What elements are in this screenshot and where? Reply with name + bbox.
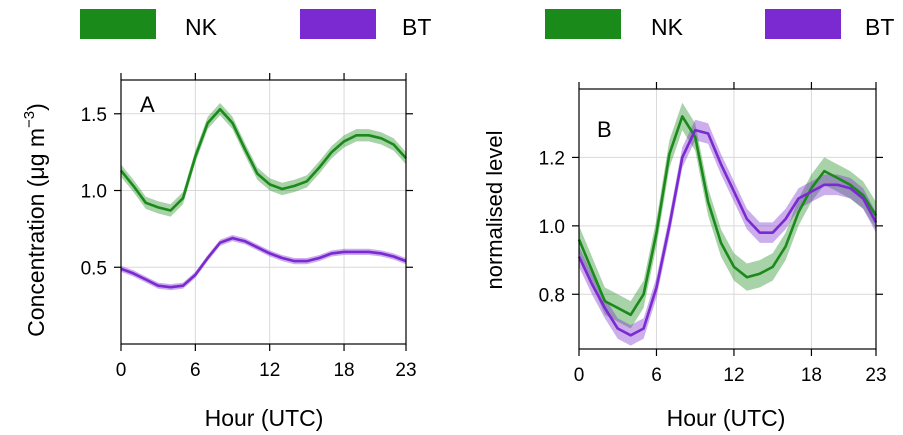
x-tick-label: 6	[651, 365, 662, 386]
ylabel-a-end: )	[23, 103, 49, 111]
plot-frame	[578, 88, 877, 350]
line-bt	[577, 128, 878, 337]
legend-b-bt-swatch	[765, 9, 841, 39]
band-bt	[121, 235, 406, 291]
band-nk	[579, 102, 876, 329]
legend-b-bt-label: BT	[865, 14, 894, 40]
axes-b: 0 6 12 18 23 0.8 1.0 1.2	[539, 82, 887, 386]
panel-b: NK BT 0 6 12 18 23 0.8 1.0 1.2 B Hour (UTC) nor…	[482, 9, 894, 431]
plot-frame	[120, 79, 407, 345]
band-nk	[121, 103, 406, 217]
y-tick-label: 1.0	[81, 182, 107, 203]
bands-a	[121, 103, 406, 291]
y-tick-label: 1.0	[539, 217, 565, 238]
line-bt	[120, 236, 407, 289]
line-nk	[119, 107, 407, 212]
x-tick-label: 23	[865, 365, 886, 386]
panel-label-b: B	[597, 117, 612, 142]
panel-a: NK BT 0 6 12 18 23 0.5 1.0 1.5 A Hour (UTC) Con…	[21, 9, 431, 431]
legend-a-nk-label: NK	[185, 14, 218, 40]
ylabel-b: normalised level	[482, 131, 507, 290]
xlabel-b: Hour (UTC)	[667, 405, 786, 431]
y-tick-label: 0.8	[539, 285, 565, 306]
legend-a-nk-swatch	[80, 9, 156, 39]
xlabel-a: Hour (UTC)	[205, 405, 324, 431]
ylabel-a-main: Concentration (μg m	[23, 128, 49, 337]
legend-b-nk-label: NK	[651, 14, 684, 40]
legend-b-nk-swatch	[545, 9, 621, 39]
ylabel-a-sup: −3	[21, 111, 38, 128]
band-bt	[579, 119, 876, 346]
x-tick-label: 0	[116, 360, 127, 381]
line-nk	[577, 115, 878, 317]
lines-a	[119, 107, 407, 289]
y-tick-label: 0.5	[81, 258, 107, 279]
bands-b	[579, 102, 876, 346]
legend-a: NK BT	[80, 9, 431, 40]
legend-a-bt-label: BT	[402, 14, 431, 40]
x-tick-label: 12	[259, 360, 280, 381]
x-tick-label: 18	[333, 360, 354, 381]
axes-a: 0 6 12 18 23 0.5 1.0 1.5	[81, 73, 417, 381]
x-tick-label: 18	[801, 365, 822, 386]
x-tick-label: 0	[574, 365, 585, 386]
lines-b	[577, 115, 878, 337]
panel-label-a: A	[140, 92, 155, 117]
y-tick-label: 1.2	[539, 148, 565, 169]
x-tick-label: 6	[190, 360, 201, 381]
y-tick-label: 1.5	[81, 105, 107, 126]
x-tick-label: 23	[395, 360, 416, 381]
legend-b: NK BT	[545, 9, 894, 40]
ylabel-a: Concentration (μg m−3)	[21, 103, 49, 337]
x-tick-label: 12	[723, 365, 744, 386]
legend-a-bt-swatch	[300, 9, 376, 39]
